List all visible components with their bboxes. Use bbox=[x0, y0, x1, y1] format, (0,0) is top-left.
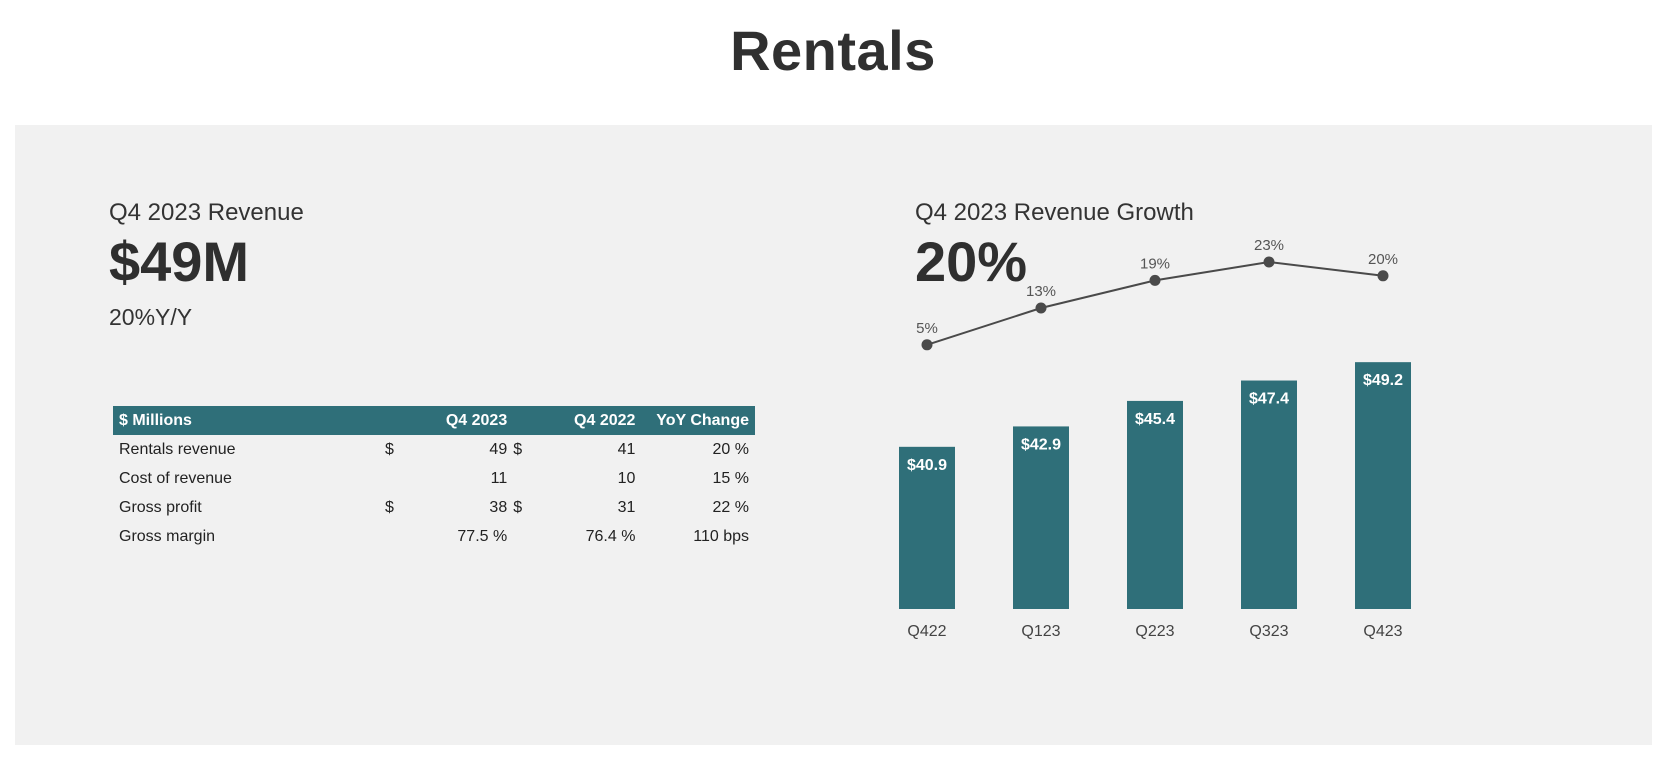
revenue-value: $49M bbox=[109, 230, 250, 293]
header-q4-2023: Q4 2023 bbox=[385, 406, 514, 435]
row-value-yoy: 15 % bbox=[712, 469, 749, 487]
growth-data-label: 19% bbox=[1140, 255, 1170, 272]
row-value-yoy: 20 % bbox=[712, 440, 749, 458]
growth-point bbox=[921, 339, 933, 351]
revenue-growth-chart: $40.9 Q422 $42.9 Q123 $45.4 Q223 $47.4 Q323 $49.… bbox=[899, 237, 1411, 640]
x-tick-label: Q123 bbox=[1021, 623, 1060, 640]
growth-data-label: 23% bbox=[1254, 237, 1284, 254]
bar bbox=[899, 446, 955, 609]
bar bbox=[1013, 426, 1069, 609]
row-value-q4-2023: 49 bbox=[489, 440, 508, 458]
header-yoy: YoY Change bbox=[641, 406, 755, 435]
growth-data-label: 5% bbox=[916, 320, 938, 337]
growth-line bbox=[926, 260, 1384, 346]
growth-point bbox=[1149, 274, 1161, 286]
growth-summary: Q4 2023 Revenue Growth 20% bbox=[915, 199, 1194, 292]
bar-data-label: $40.9 bbox=[907, 457, 947, 474]
table-header-row: $ Millions Q4 2023 Q4 2022 YoY Change bbox=[113, 406, 755, 435]
revenue-yoy: 20%Y/Y bbox=[109, 303, 193, 330]
row-currency-q4-2022: $ bbox=[513, 440, 523, 458]
row-value-yoy: 22 % bbox=[712, 498, 749, 516]
x-tick-label: Q223 bbox=[1135, 623, 1174, 640]
growth-point bbox=[1377, 270, 1389, 282]
content-panel: Q4 2023 Revenue $49M 20%Y/Y $ Millions Q… bbox=[15, 125, 1652, 745]
bar-data-label: $47.4 bbox=[1249, 391, 1289, 408]
growth-point bbox=[1263, 256, 1275, 268]
growth-label: Q4 2023 Revenue Growth bbox=[915, 199, 1194, 226]
revenue-summary: Q4 2023 Revenue $49M 20%Y/Y bbox=[109, 199, 304, 331]
bar bbox=[1355, 362, 1411, 609]
table-row: Gross profit $38 $31 22 % bbox=[113, 493, 755, 522]
growth-point bbox=[1035, 302, 1047, 314]
x-tick-label: Q323 bbox=[1249, 623, 1288, 640]
x-tick-label: Q423 bbox=[1363, 623, 1402, 640]
row-value-q4-2023: 11 bbox=[490, 469, 508, 487]
row-value-q4-2022: 76.4 % bbox=[585, 527, 636, 545]
row-currency-q4-2023: $ bbox=[385, 440, 394, 458]
growth-value: 20% bbox=[915, 230, 1028, 293]
row-label: Cost of revenue bbox=[119, 469, 232, 487]
row-currency-q4-2022: $ bbox=[513, 498, 523, 516]
row-value-q4-2023: 77.5 % bbox=[457, 527, 508, 545]
row-value-q4-2022: 41 bbox=[617, 440, 636, 458]
bar-data-label: $45.4 bbox=[1135, 411, 1175, 428]
header-millions: $ Millions bbox=[113, 406, 385, 435]
row-label: Gross profit bbox=[119, 498, 202, 516]
header-q4-2022: Q4 2022 bbox=[513, 406, 642, 435]
growth-data-label: 13% bbox=[1026, 283, 1056, 300]
table-row: Cost of revenue 11 10 15 % bbox=[113, 464, 755, 493]
table-row: Rentals revenue $49 $41 20 % bbox=[113, 435, 755, 464]
page-title: Rentals bbox=[730, 19, 936, 82]
row-currency-q4-2023: $ bbox=[385, 498, 394, 516]
row-label: Rentals revenue bbox=[119, 440, 236, 458]
bar-data-label: $49.2 bbox=[1363, 372, 1403, 389]
row-value-q4-2022: 31 bbox=[617, 498, 636, 516]
bar-data-label: $42.9 bbox=[1021, 436, 1061, 453]
table-row: Gross margin 77.5 % 76.4 % 110 bps bbox=[113, 522, 755, 551]
x-tick-label: Q422 bbox=[907, 623, 946, 640]
row-value-q4-2023: 38 bbox=[489, 498, 508, 516]
bar bbox=[1241, 380, 1297, 609]
row-label: Gross margin bbox=[119, 527, 216, 545]
bar bbox=[1127, 400, 1183, 609]
financial-table: $ Millions Q4 2023 Q4 2022 YoY Change Re… bbox=[113, 406, 755, 551]
revenue-label: Q4 2023 Revenue bbox=[109, 199, 304, 226]
growth-data-label: 20% bbox=[1368, 251, 1398, 268]
row-value-q4-2022: 10 bbox=[617, 469, 636, 487]
row-value-yoy: 110 bps bbox=[693, 527, 749, 545]
